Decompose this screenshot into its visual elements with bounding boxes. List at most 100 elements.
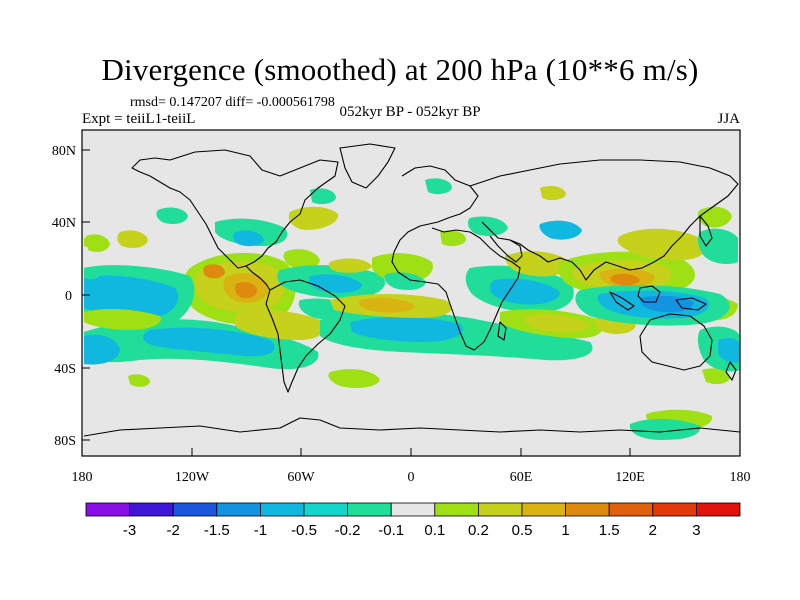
field-blob bbox=[310, 188, 336, 205]
coast-new-zealand bbox=[725, 361, 737, 381]
colorbar-label: 0.5 bbox=[512, 522, 533, 539]
coast-asia bbox=[469, 159, 739, 281]
colorbar-label: 0.2 bbox=[468, 522, 489, 539]
colorbar-label: -0.2 bbox=[335, 522, 361, 539]
lon-label-60e: 60E bbox=[510, 470, 533, 485]
field-blob bbox=[84, 267, 100, 280]
field-blob bbox=[143, 327, 275, 357]
lon-label-120e: 120E bbox=[615, 470, 645, 485]
colorbar-swatch bbox=[652, 502, 697, 517]
colorbar: -3 -2 -1.5 -1 -0.5 -0.2 -0.1 0.1 0.2 0.5 1 1.5 2 3 bbox=[85, 502, 741, 539]
colorbar-swatch bbox=[216, 502, 261, 517]
coast-new-guinea bbox=[675, 297, 707, 311]
lat-label-80n: 80N bbox=[52, 144, 76, 159]
lat-label-40n: 40N bbox=[52, 216, 76, 231]
field-blob bbox=[203, 264, 225, 279]
field-blob bbox=[718, 338, 740, 363]
lon-label-180w: 180 bbox=[72, 470, 93, 485]
colorbar-swatch bbox=[390, 502, 436, 517]
field-blob bbox=[468, 216, 508, 236]
colorbar-label: 1.5 bbox=[599, 522, 620, 539]
colorbar-swatch bbox=[172, 502, 218, 517]
coast-europe-africa bbox=[391, 165, 521, 351]
coast-south-america bbox=[265, 279, 346, 393]
colorbar-swatch bbox=[608, 502, 654, 517]
field-blob bbox=[117, 230, 148, 248]
colorbar-label: 2 bbox=[649, 522, 657, 539]
field-blob bbox=[233, 230, 264, 247]
coast-australia bbox=[639, 313, 713, 371]
field-blob bbox=[610, 273, 640, 286]
lon-label-120w: 120W bbox=[175, 470, 210, 485]
lat-label-80s: 80S bbox=[54, 434, 76, 449]
colorbar-label: 3 bbox=[692, 522, 700, 539]
colorbar-label: 0.1 bbox=[424, 522, 445, 539]
colorbar-label: -1 bbox=[254, 522, 267, 539]
colorbar-swatch bbox=[129, 502, 174, 517]
colorbar-label: 1 bbox=[561, 522, 569, 539]
lon-labels: 180 120W 60W 0 60E 120E 180 bbox=[72, 470, 751, 485]
coast-sumatra bbox=[609, 291, 635, 311]
field-blob bbox=[540, 186, 566, 201]
colorbar-swatch bbox=[303, 502, 348, 517]
field-blob bbox=[84, 334, 120, 365]
field-blob bbox=[84, 275, 179, 318]
field-blob bbox=[288, 206, 339, 230]
coast-madagascar bbox=[497, 321, 507, 341]
field-blob bbox=[539, 220, 582, 240]
field-blob bbox=[359, 298, 415, 313]
field-blob bbox=[617, 228, 706, 261]
lat-labels: 80N 40N 0 40S 80S bbox=[52, 144, 76, 449]
coast-north-america bbox=[131, 149, 339, 269]
field-blob bbox=[350, 316, 464, 342]
colorbar-swatch bbox=[565, 502, 610, 517]
stats-text: rmsd= 0.147207 diff= -0.000561798 bbox=[130, 95, 335, 110]
coast-central-america bbox=[245, 265, 271, 291]
lon-label-180e: 180 bbox=[730, 470, 751, 485]
coast-greenland bbox=[339, 143, 396, 189]
coast-japan bbox=[699, 215, 713, 247]
colorbar-label: -3 bbox=[123, 522, 136, 539]
field-blob bbox=[440, 230, 466, 247]
experiment-label: Expt = teiiL1-teiiL bbox=[82, 111, 196, 127]
coast-antarctica bbox=[83, 417, 740, 437]
field-blob bbox=[697, 228, 738, 264]
colorbar-swatch bbox=[259, 502, 305, 517]
coast-arabia bbox=[489, 235, 523, 263]
period-label: 052kyr BP - 052kyr BP bbox=[339, 104, 481, 120]
field-blob bbox=[234, 281, 258, 299]
colorbar-swatch bbox=[347, 502, 392, 517]
plot-title: Divergence (smoothed) at 200 hPa (10**6 … bbox=[101, 52, 699, 87]
coast-borneo bbox=[637, 285, 661, 303]
colorbar-label: -1.5 bbox=[204, 522, 230, 539]
field-blob bbox=[384, 272, 426, 290]
coastlines bbox=[83, 143, 740, 437]
field-blob bbox=[156, 207, 188, 224]
divergence-field bbox=[84, 178, 740, 440]
field-blob bbox=[629, 418, 701, 440]
field-blob bbox=[490, 278, 560, 305]
colorbar-swatch bbox=[85, 502, 130, 517]
colorbar-swatch bbox=[521, 502, 566, 517]
field-blob bbox=[84, 237, 96, 248]
field-blob bbox=[328, 369, 380, 388]
field-blob bbox=[235, 310, 324, 340]
lat-label-eq: 0 bbox=[65, 289, 72, 304]
field-blob bbox=[505, 251, 571, 277]
field-blob bbox=[128, 374, 150, 387]
colorbar-swatch bbox=[696, 502, 741, 517]
lon-label-0: 0 bbox=[408, 470, 415, 485]
field-blob bbox=[524, 314, 590, 333]
season-label: JJA bbox=[717, 111, 740, 127]
axis-ticks bbox=[82, 149, 631, 456]
field-blob bbox=[425, 178, 452, 195]
field-blob bbox=[283, 249, 320, 270]
lon-label-60w: 60W bbox=[287, 470, 315, 485]
lat-label-40s: 40S bbox=[54, 362, 76, 377]
colorbar-swatch bbox=[434, 502, 479, 517]
colorbar-swatch bbox=[477, 502, 523, 517]
field-blob bbox=[84, 309, 161, 330]
field-blob bbox=[328, 258, 372, 273]
colorbar-label: -0.5 bbox=[291, 522, 317, 539]
